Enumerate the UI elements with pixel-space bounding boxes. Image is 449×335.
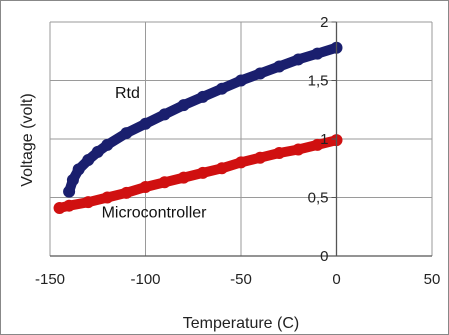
- x-tick-label: 0: [332, 271, 340, 288]
- series-label-rtd: Rtd: [115, 85, 140, 102]
- data-point-rtd: [63, 185, 76, 198]
- data-point-microcontroller: [177, 171, 190, 184]
- data-point-rtd: [139, 117, 152, 130]
- data-point-rtd: [120, 127, 133, 140]
- data-point-microcontroller: [101, 191, 114, 204]
- series-label-microcontroller: Microcontroller: [102, 204, 208, 221]
- y-axis-title: Voltage (volt): [19, 93, 36, 186]
- data-point-rtd: [196, 90, 209, 103]
- series-line-microcontroller: [54, 135, 342, 213]
- data-point-rtd: [215, 82, 228, 95]
- x-tick-label: -150: [35, 271, 65, 288]
- data-point-microcontroller: [254, 151, 267, 164]
- data-point-microcontroller: [63, 199, 76, 212]
- y-tick-label: 1,5: [308, 73, 329, 90]
- data-point-microcontroller: [311, 138, 324, 151]
- data-point-microcontroller: [235, 156, 247, 169]
- x-tick-label: -50: [230, 271, 252, 288]
- data-point-rtd: [101, 138, 114, 151]
- y-tick-label: 2: [320, 14, 328, 31]
- data-point-microcontroller: [215, 162, 228, 175]
- data-point-microcontroller: [53, 202, 66, 215]
- data-point-rtd: [292, 53, 305, 66]
- data-point-rtd: [158, 108, 171, 121]
- x-axis-title: Temperature (C): [183, 315, 299, 332]
- data-point-rtd: [66, 173, 79, 186]
- x-tick-label: 50: [424, 271, 441, 288]
- data-point-rtd: [82, 154, 95, 167]
- data-point-rtd: [273, 60, 286, 73]
- data-point-microcontroller: [120, 186, 133, 199]
- data-point-rtd: [311, 47, 324, 60]
- y-tick-label: 0: [320, 248, 328, 265]
- data-point-rtd: [72, 163, 85, 176]
- axes: 0 0,5 1 1,5 2 -150 -100 -50 0 50: [35, 14, 440, 288]
- data-point-microcontroller: [273, 147, 286, 160]
- data-point-rtd: [177, 99, 190, 112]
- data-point-microcontroller: [292, 143, 305, 156]
- y-tick-label: 1: [320, 131, 328, 148]
- x-tick-label: -100: [130, 271, 160, 288]
- labels: Temperature (C) Voltage (volt) Rtd Micro…: [19, 85, 299, 332]
- data-point-rtd: [91, 145, 104, 158]
- data-point-microcontroller: [158, 176, 171, 189]
- data-point-rtd: [254, 67, 267, 80]
- data-point-microcontroller: [82, 196, 95, 209]
- data-point-microcontroller: [139, 180, 152, 193]
- data-point-rtd: [235, 74, 247, 87]
- y-tick-label: 0,5: [308, 190, 329, 207]
- data-point-microcontroller: [196, 166, 209, 179]
- series-layer: [53, 41, 343, 215]
